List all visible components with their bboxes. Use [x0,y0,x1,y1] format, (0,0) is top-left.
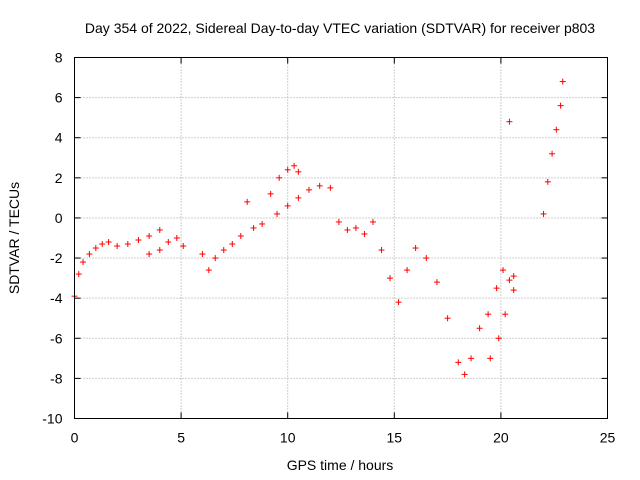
data-point [99,241,106,248]
y-tick-label: 8 [55,50,63,66]
data-point [156,226,163,233]
data-point [291,162,298,169]
data-point [404,267,411,274]
data-point [86,251,93,258]
data-point [135,237,142,244]
data-point [146,232,153,239]
plot-frame [74,57,608,419]
data-point [557,102,564,109]
x-tick-label: 15 [387,430,403,446]
data-point [387,275,394,282]
data-point [510,273,517,280]
y-tick-label: -8 [50,370,63,386]
data-point [455,359,462,366]
y-axis-label: SDTVAR / TECUs [6,182,22,294]
data-point [510,287,517,294]
data-point [173,235,180,241]
data-point [395,299,402,306]
data-point [114,243,121,250]
data-point [80,259,87,266]
data-point [205,267,212,274]
data-point [229,241,236,248]
y-tick-label: 2 [55,170,63,186]
tick-labels: 0 5 10 15 20 25 -10 -8 -6 -4 -2 0 2 4 6 8 [42,50,615,446]
data-point [146,251,153,258]
series-segment-early [71,226,163,300]
data-point [335,218,342,225]
data-point [284,166,291,173]
data-point [156,247,163,254]
data-point [276,174,283,181]
series-segment-morning [146,162,302,274]
data-point [461,371,468,378]
data-point [540,210,547,217]
y-tick-label: -4 [50,290,63,306]
data-point [344,226,351,233]
data-point [506,277,513,284]
data-point [495,335,502,342]
series-segment-late [487,78,566,362]
data-point [267,190,274,197]
series-segment-midday [274,182,517,378]
data-point [369,218,376,225]
data-point [412,245,419,252]
data-point [295,194,302,201]
data-point [502,311,509,318]
data-point [487,355,494,362]
data-point [500,267,507,274]
data-point [92,245,99,252]
x-tick-label: 20 [493,430,509,446]
data-point [165,239,172,246]
data-points [71,78,566,378]
data-point [468,355,475,362]
data-point [361,230,368,237]
x-tick-label: 10 [280,430,296,446]
data-point [423,255,430,262]
y-tick-label: -2 [50,250,63,266]
data-point [433,279,440,286]
data-point [327,184,334,191]
data-point [212,255,219,262]
data-point [493,285,500,292]
data-point [250,224,257,231]
x-tick-label: 0 [71,430,79,446]
data-point [237,232,244,239]
data-point [485,311,492,318]
data-point [75,271,82,278]
grid [74,57,608,419]
data-point [506,118,513,125]
data-point [559,78,566,85]
data-point [244,198,251,205]
y-tick-label: -6 [50,330,63,346]
data-point [444,315,451,322]
data-point [199,251,206,258]
data-point [306,186,313,193]
x-tick-label: 25 [600,430,616,446]
data-point [284,202,291,209]
axis-ticks [74,57,608,419]
y-tick-label: -10 [42,411,62,427]
data-point [105,239,112,246]
data-point [316,182,323,189]
data-point [378,247,385,254]
y-tick-label: 0 [55,210,63,226]
x-tick-label: 5 [177,430,185,446]
data-point [295,168,302,175]
x-axis-label: GPS time / hours [287,457,394,473]
data-point [553,126,560,133]
data-point [259,220,266,227]
data-point [352,224,359,231]
data-point [476,325,483,332]
data-point [544,178,551,185]
y-tick-label: 6 [55,90,63,106]
y-tick-label: 4 [55,130,63,146]
data-point [124,241,131,248]
data-point [274,210,281,217]
data-point [180,243,187,250]
chart-title: Day 354 of 2022, Sidereal Day-to-day VTE… [85,20,595,36]
data-point [549,150,556,157]
data-point [220,247,227,254]
